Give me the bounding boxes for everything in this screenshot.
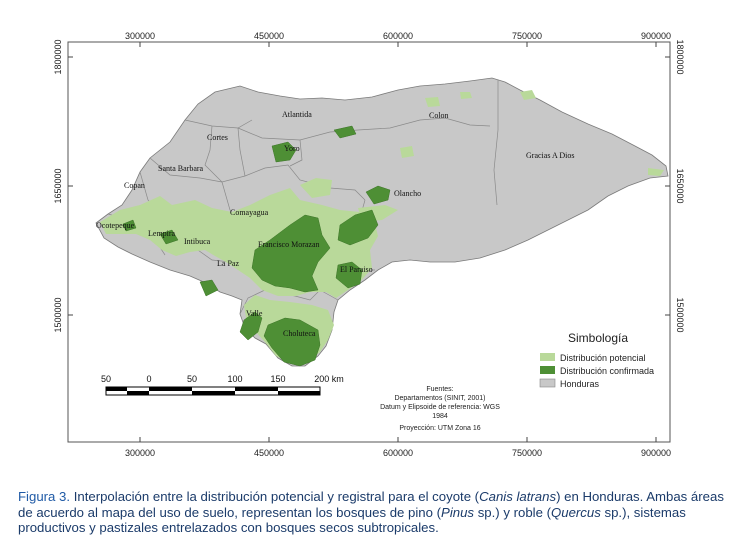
- scale-label: 50: [101, 374, 111, 384]
- legend-label-potential: Distribución potencial: [560, 353, 646, 363]
- department-labels: Atlantida Colon Cortes Yoro Gracias A Di…: [96, 110, 574, 338]
- dept-label-lempira: Lempira: [148, 229, 176, 238]
- legend-swatch-potential: [540, 353, 555, 361]
- dept-label-colon: Colon: [429, 111, 449, 120]
- bottom-tick-label: 900000: [641, 448, 671, 458]
- dept-label-olancho: Olancho: [394, 189, 421, 198]
- top-tick-label: 300000: [125, 31, 155, 41]
- legend-title: Simbología: [568, 331, 628, 345]
- legend-label-confirmed: Distribución confirmada: [560, 366, 654, 376]
- source-line: Fuentes:: [426, 386, 453, 393]
- confirmed-distribution: [122, 125, 391, 367]
- legend-swatch-honduras: [539, 378, 556, 388]
- top-tick-label: 900000: [641, 31, 671, 41]
- dept-label-santa-barbara: Santa Barbara: [158, 164, 204, 173]
- dept-label-francisco-morazan: Francisco Morazan: [258, 240, 320, 249]
- right-axis-labels: 1800000 1650000 1500000: [675, 39, 685, 332]
- caption-genus-quercus: Quercus: [550, 504, 601, 520]
- scale-label: 150: [270, 374, 285, 384]
- scale-label: 0: [146, 374, 151, 384]
- source-line: 1984: [432, 413, 448, 420]
- figure-number: Figura 3.: [18, 489, 71, 504]
- legend-label-honduras: Honduras: [560, 379, 600, 389]
- dept-label-choluteca: Choluteca: [283, 329, 316, 338]
- dept-label-intibuca: Intibuca: [184, 237, 211, 246]
- bottom-tick-label: 750000: [512, 448, 542, 458]
- top-tick-label: 450000: [254, 31, 284, 41]
- caption-genus-pinus: Pinus: [441, 504, 475, 520]
- scale-label: 200 km: [314, 374, 344, 384]
- dept-label-copan: Copan: [124, 181, 145, 190]
- left-tick-label: 1800000: [53, 39, 63, 74]
- bottom-tick-label: 300000: [125, 448, 155, 458]
- legend-swatch-confirmed: [540, 366, 555, 374]
- bottom-tick-label: 600000: [383, 448, 413, 458]
- dept-label-comayagua: Comayagua: [230, 208, 269, 217]
- source-line: Datum y Elipsoide de referencia: WGS: [380, 404, 500, 411]
- caption-text: ) en Honduras. Ambas áreas de acuerdo al…: [18, 489, 724, 520]
- right-tick-label: 1650000: [675, 168, 685, 203]
- scale-label: 100: [227, 374, 242, 384]
- caption-text: sp.), sistemas productivos y pastizales …: [18, 504, 686, 536]
- bottom-tick-label: 450000: [254, 448, 284, 458]
- right-tick-label: 1800000: [675, 39, 685, 74]
- dept-label-gracias-a-dios: Gracias A Dios: [526, 151, 574, 160]
- bottom-axis-labels: 300000 450000 600000 750000 900000: [125, 448, 671, 458]
- left-tick-label: 1500000: [53, 297, 63, 332]
- caption-text: sp.) y roble (: [474, 504, 551, 520]
- figure-caption: Figura 3. Interpolación entre la distrib…: [18, 489, 730, 536]
- left-axis-labels: 1800000 1650000 1500000: [53, 39, 63, 332]
- source-line: Departamentos (SINIT, 2001): [394, 395, 485, 402]
- scale-bar: 50 0 50 100 150 200 km: [101, 374, 344, 396]
- tick-marks: [68, 42, 670, 442]
- top-axis-labels: 300000 450000 600000 750000 900000: [125, 31, 671, 41]
- caption-species: Canis latrans: [479, 489, 557, 504]
- top-tick-label: 600000: [383, 31, 413, 41]
- dept-label-valle: Valle: [246, 309, 263, 318]
- scale-label: 50: [187, 374, 197, 384]
- caption-text: Interpolación entre la distribución pote…: [70, 489, 480, 504]
- sources-note: Fuentes: Departamentos (SINIT, 2001) Dat…: [380, 386, 500, 432]
- dept-label-atlantida: Atlantida: [282, 110, 312, 119]
- left-tick-label: 1650000: [53, 168, 63, 203]
- source-line: Proyección: UTM Zona 16: [399, 425, 480, 432]
- dept-label-cortes: Cortes: [207, 133, 228, 142]
- right-tick-label: 1500000: [675, 297, 685, 332]
- dept-label-yoro: Yoro: [284, 144, 300, 153]
- legend: Simbología Distribución potencial Distri…: [539, 331, 654, 389]
- top-tick-label: 750000: [512, 31, 542, 41]
- dept-label-la-paz: La Paz: [217, 259, 239, 268]
- dept-label-el-paraiso: El Paraiso: [340, 265, 373, 274]
- dept-label-ocotepeque: Ocotepeque: [96, 221, 135, 230]
- map-figure: 300000 450000 600000 750000 900000 30000…: [53, 31, 685, 458]
